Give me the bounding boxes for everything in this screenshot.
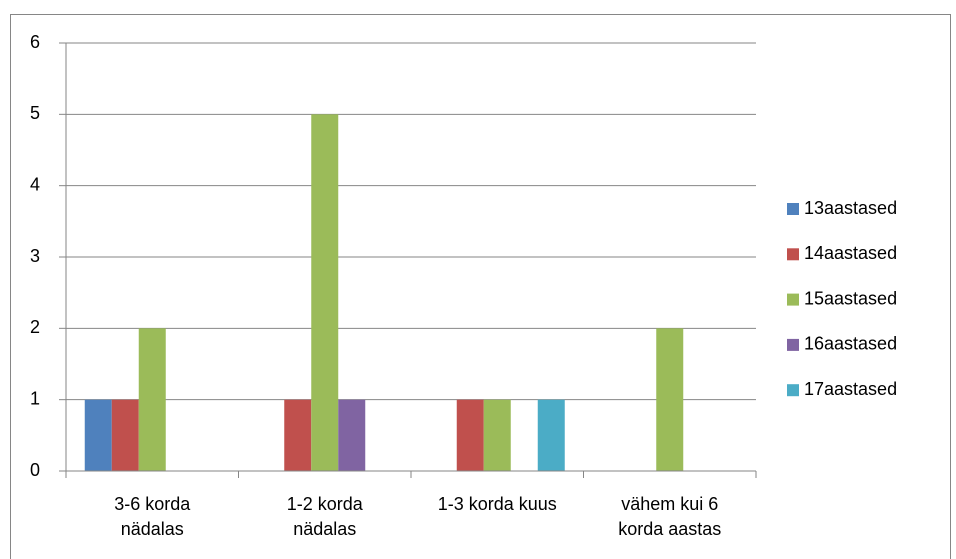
- y-tick-label: 1: [30, 388, 40, 408]
- y-tick-label: 6: [30, 32, 40, 52]
- y-tick-label: 3: [30, 246, 40, 266]
- legend-label: 17aastased: [804, 379, 897, 399]
- legend-label: 13aastased: [804, 198, 897, 218]
- x-tick-label: 1-3 korda kuus: [438, 494, 557, 514]
- legend-swatch: [787, 338, 799, 351]
- bar: [338, 399, 366, 471]
- x-tick-label: 1-2 korda nädalas: [287, 494, 364, 539]
- legend-swatch: [787, 203, 799, 215]
- y-tick-label: 5: [30, 103, 40, 123]
- bar: [311, 114, 339, 471]
- bar: [537, 399, 565, 471]
- x-tick-label: 3-6 korda nädalas: [114, 494, 191, 539]
- bar: [483, 399, 511, 471]
- bar: [456, 399, 484, 471]
- chart-frame: [10, 14, 951, 559]
- legend-swatch: [787, 293, 799, 306]
- bar: [84, 399, 112, 471]
- legend-swatch: [787, 384, 799, 397]
- y-tick-label: 0: [30, 460, 40, 480]
- legend-label: 15aastased: [804, 288, 897, 308]
- legend-label: 14aastased: [804, 243, 897, 263]
- legend-swatch: [787, 248, 799, 261]
- bar: [656, 328, 684, 471]
- bar: [138, 328, 166, 471]
- bar: [284, 399, 312, 471]
- y-tick-label: 2: [30, 317, 40, 337]
- legend-label: 16aastased: [804, 334, 897, 354]
- y-tick-label: 4: [30, 174, 40, 194]
- bar: [111, 399, 139, 471]
- x-tick-label: vähem kui 6 korda aastas: [618, 494, 721, 539]
